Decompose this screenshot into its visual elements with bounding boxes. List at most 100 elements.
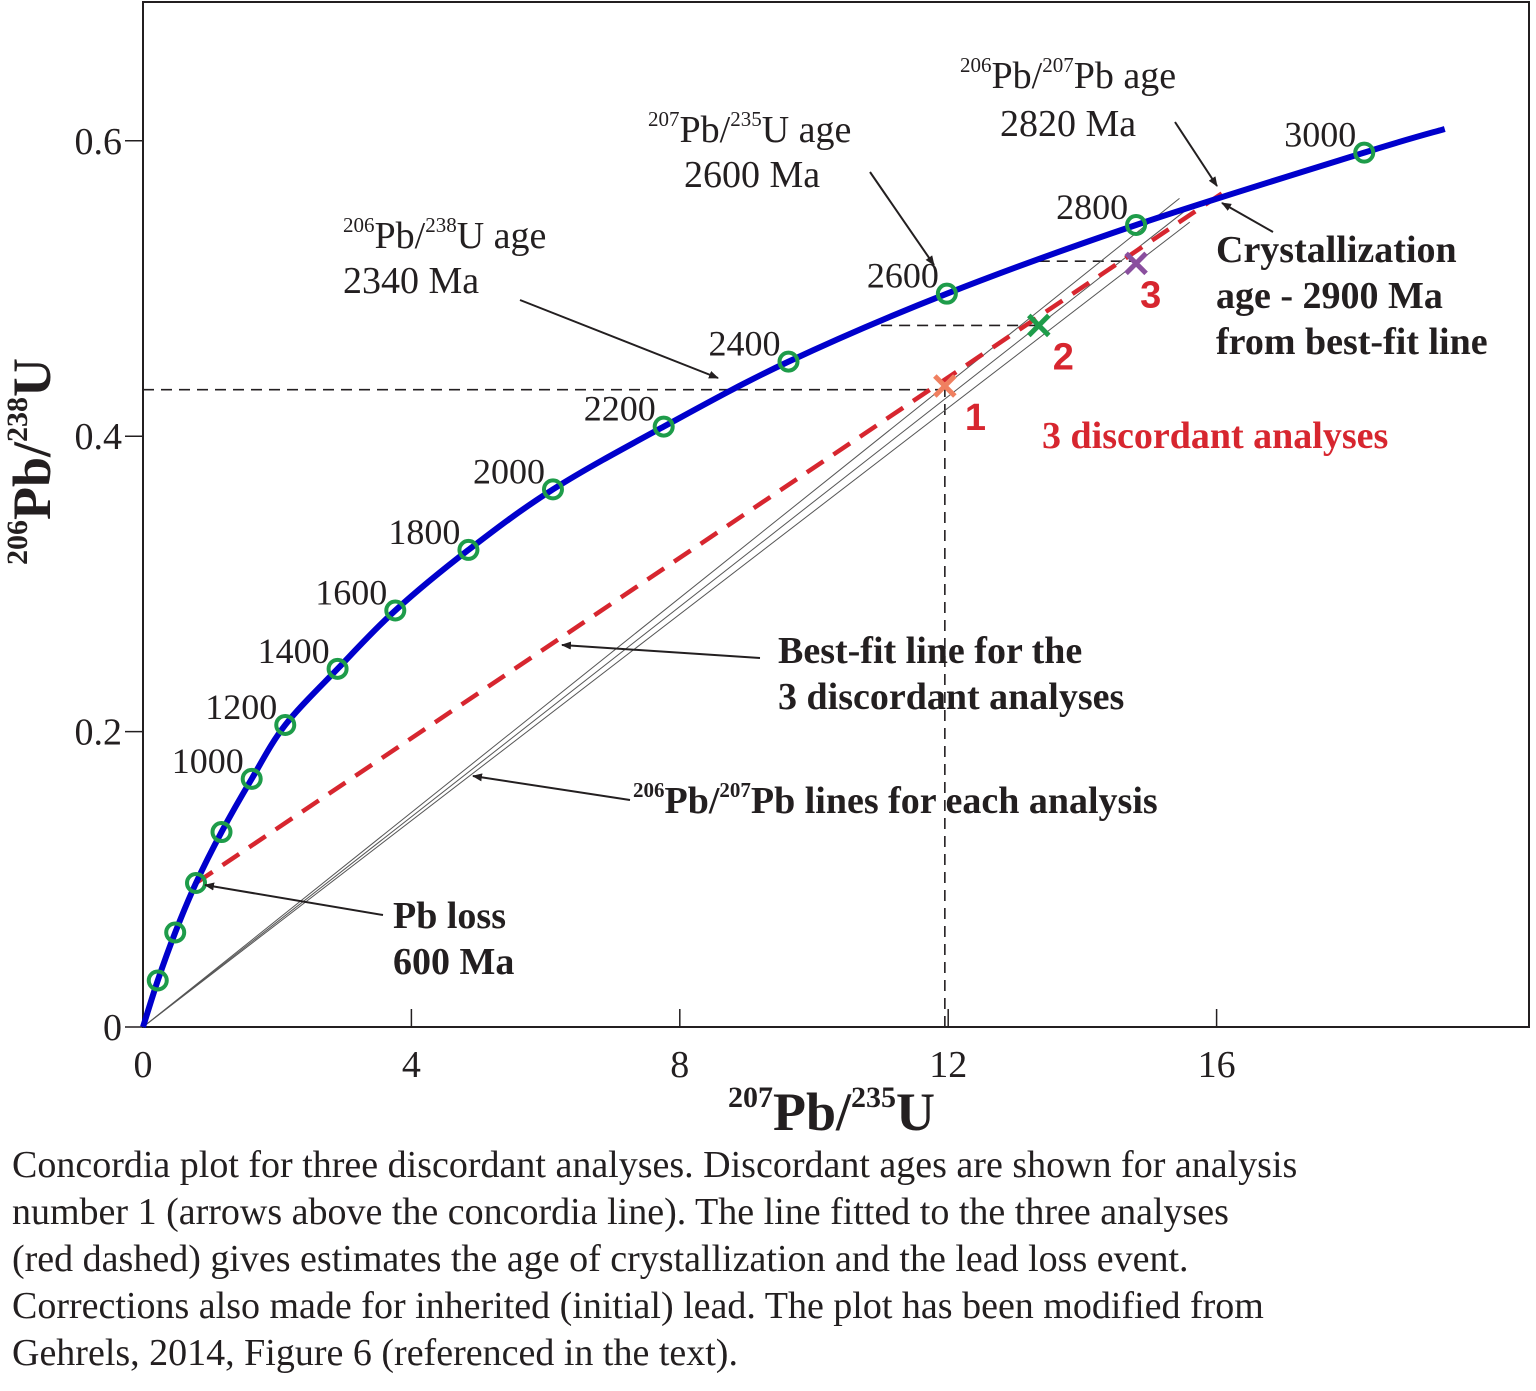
arrow-pb-lines [472,773,631,801]
y-axis-label: 206Pb/238U [1,358,62,565]
label-text: Pb/ [2,441,62,520]
annotation-crystallization: age - 2900 Ma [1216,275,1443,317]
x-tick-label: 12 [929,1044,967,1086]
annotation-pb-loss: 600 Ma [393,941,514,983]
analysis-marker [1124,251,1148,276]
plot-frame [142,1,1530,1028]
arrow-206-207-age [1174,121,1218,187]
age-label: 2200 [584,389,656,429]
annotation-206-238-age: 206Pb/238U age [343,213,546,257]
age-label: 1400 [258,631,330,671]
y-tick-label: 0.2 [75,712,123,754]
annotation-crystallization: Crystallization [1216,229,1457,271]
superscript: 206 [633,778,665,802]
age-label: 1600 [315,572,387,612]
age-label: 1200 [205,687,277,727]
annotation-best-fit: Best-fit line for the [778,630,1082,672]
analysis-marker [1027,313,1051,338]
annotation-206-207-value: 2820 Ma [1000,103,1136,145]
caption-line: Gehrels, 2014, Figure 6 (referenced in t… [12,1332,738,1374]
superscript: 238 [1,397,34,442]
age-point-marker [164,921,187,944]
x-tick-label: 8 [670,1044,689,1086]
age-point-marker [326,657,349,680]
age-point-marker [541,478,564,501]
superscript: 206 [960,53,992,77]
y-tick-label: 0.4 [75,416,123,458]
age-label: 3000 [1284,115,1356,155]
analysis-number: 1 [965,397,986,439]
superscript: 207 [719,778,751,802]
annotation-best-fit: 3 discordant analyses [778,676,1124,718]
best-fit-line [194,190,1225,885]
pb206-207-line [142,221,1191,1028]
y-tick-label: 0.6 [75,121,123,163]
caption-line: (red dashed) gives estimates the age of … [12,1238,1189,1280]
age-label: 2800 [1056,187,1128,227]
age-label: 2000 [473,451,545,491]
age-point-marker [384,599,407,622]
age-point-marker [457,538,480,561]
superscript: 206 [1,520,34,565]
figure-caption: Concordia plot for three discordant anal… [12,1142,1536,1377]
analysis-number: 2 [1053,336,1074,378]
age-point-marker [1353,141,1376,164]
age-label: 2400 [709,324,781,364]
pb206-207-line [142,206,1191,1028]
annotation-crystallization: from best-fit line [1216,321,1488,363]
annotation-pb-loss: Pb loss [393,895,506,937]
arrow-pb-loss [204,882,384,916]
superscript: 235 [730,107,762,131]
label-text: U age [762,109,852,151]
age-point-marker [146,969,169,992]
annotation-206-238-value: 2340 Ma [343,260,479,302]
caption-line: Corrections also made for inherited (ini… [12,1285,1264,1327]
label-text: Pb/ [375,215,426,257]
age-label: 1800 [388,512,460,552]
annotation-discordant: 3 discordant analyses [1042,415,1388,457]
concordia-curve [140,126,1446,1028]
arrow-crystallization-age [1221,202,1274,233]
x-tick-label: 16 [1198,1044,1236,1086]
age-point-marker [935,282,958,305]
caption-line: number 1 (arrows above the concordia lin… [12,1191,1229,1233]
label-text: Pb/ [680,109,731,151]
analysis-number: 3 [1140,274,1161,316]
superscript: 206 [343,213,375,237]
annotation-207-235-value: 2600 Ma [684,154,820,196]
arrow-206-238-age [519,299,719,379]
analysis-marker [933,374,957,398]
label-text: Pb/ [992,55,1043,97]
age-label: 2600 [867,256,939,296]
age-label: 1000 [172,741,244,781]
annotation-206-207-age: 206Pb/207Pb age [960,53,1176,97]
x-tick-label: 0 [134,1044,153,1086]
x-axis-label: 207Pb/235U [728,1081,935,1140]
annotation-pb-lines: 206Pb/207Pb lines for each analysis [633,778,1158,822]
annotation-207-235-age: 207Pb/235U age [648,107,851,151]
age-point-marker [240,767,263,790]
age-point-marker [274,713,297,736]
age-point-marker [652,415,675,438]
superscript: 238 [425,213,457,237]
age-point-marker [1125,213,1148,236]
x-tick-label: 4 [402,1044,421,1086]
arrow-best-fit-line [561,641,761,659]
pb206-207-line [142,198,1180,1028]
age-point-marker [777,350,800,373]
age-point-marker [210,821,233,844]
label-text: U age [457,215,547,257]
superscript: 207 [1042,53,1074,77]
caption-line: Concordia plot for three discordant anal… [12,1144,1298,1186]
superscript: 207 [728,1081,773,1114]
label-text: Pb/ [665,780,720,822]
label-text: Pb age [1074,55,1176,97]
arrow-207-235-age [869,171,935,266]
label-text: U [896,1082,935,1140]
y-axis-label-group: 206Pb/238U [1,358,62,565]
y-tick-label: 0 [103,1007,122,1049]
label-text: Pb/ [773,1082,852,1140]
label-text: Pb lines for each analysis [751,780,1158,822]
superscript: 235 [851,1081,896,1114]
